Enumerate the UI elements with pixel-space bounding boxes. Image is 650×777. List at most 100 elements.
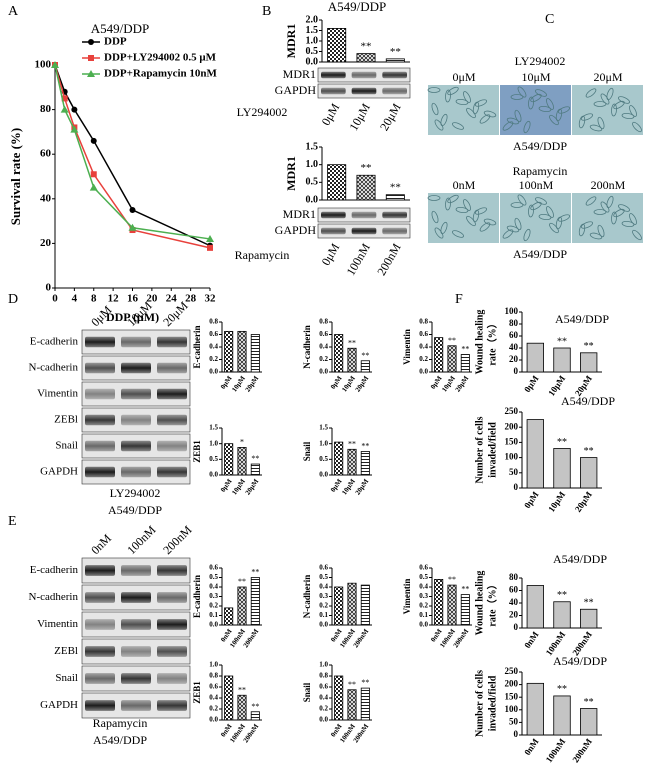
y-axis-label: E-cadherin <box>192 325 202 368</box>
blot-row-label: N-cadherin <box>29 591 79 603</box>
x-tick-label: 8 <box>91 293 97 305</box>
y-tick-label: 1.5 <box>319 424 328 432</box>
blot-band <box>121 336 151 348</box>
x-tick-label: 32 <box>205 293 217 305</box>
point <box>71 106 78 113</box>
cell <box>474 99 488 107</box>
y-tick-label: 1.0 <box>306 159 319 170</box>
bar <box>526 419 544 489</box>
cell <box>629 213 637 225</box>
bar <box>237 447 247 476</box>
blot-cell-line: A549/DDP <box>108 503 162 517</box>
y-tick-label: 0.1 <box>319 611 328 619</box>
y-tick-label: 1.0 <box>319 439 328 447</box>
y-tick-label: 200 <box>505 679 519 689</box>
y-tick-label: 0 <box>514 366 519 376</box>
y-tick-label: 80 <box>509 572 519 582</box>
blot-band <box>382 87 407 95</box>
cell <box>580 113 594 121</box>
y-tick-label: 0.0 <box>319 716 328 724</box>
bar <box>356 174 376 201</box>
image-column-label: 100nM <box>519 178 554 192</box>
cell <box>528 96 534 110</box>
significance-label: * <box>240 437 244 446</box>
blot-column-label: 0nM <box>88 531 114 557</box>
image-cell-line: A549/DDP <box>513 247 567 261</box>
y-tick-label: 0.6 <box>319 564 328 572</box>
panel-letter: F <box>455 292 463 307</box>
blot-treatment: LY294002 <box>237 105 288 119</box>
x-axis-label: DDP (μM) <box>106 310 159 324</box>
legend-label: DDP+LY294002 0.5 μM <box>104 52 217 64</box>
blot-band <box>157 440 187 452</box>
y-tick-label: 0.2 <box>319 705 328 713</box>
cell <box>463 199 471 211</box>
chart-title: A549/DDP <box>561 394 615 408</box>
blot-band <box>121 565 151 576</box>
significance-label: ** <box>251 568 259 577</box>
y-tick-label: 0.0 <box>419 368 428 376</box>
x-tick-label: 16 <box>127 293 139 305</box>
blot-row-label: Vimentin <box>37 388 78 400</box>
bar <box>360 687 370 721</box>
significance-label: ** <box>251 702 259 711</box>
y-tick-label: 0.2 <box>209 705 218 713</box>
cell <box>514 217 522 231</box>
y-axis-label: rate（%） <box>485 579 498 626</box>
cell <box>479 222 491 232</box>
y-tick-label: 0.6 <box>209 564 218 572</box>
y-tick-label: 0.0 <box>319 621 328 629</box>
bar <box>553 601 571 629</box>
significance-label: ** <box>448 575 456 584</box>
y-axis-label: ZEB1 <box>192 681 202 704</box>
cell <box>483 110 497 118</box>
y-axis-label: Snail <box>302 682 312 702</box>
y-tick-label: 0.5 <box>209 455 218 463</box>
y-tick-label: 60 <box>509 330 519 340</box>
bar <box>356 53 376 63</box>
cell <box>632 121 642 133</box>
y-tick-label: 0.4 <box>419 343 428 351</box>
cell <box>585 196 597 206</box>
blot-band <box>85 388 115 400</box>
y-tick-label: 0.6 <box>319 683 328 691</box>
blot-row-label: E-cadherin <box>30 336 79 348</box>
y-tick-label: 50 <box>509 467 519 477</box>
y-tick-label: 0.3 <box>419 592 428 600</box>
bar <box>327 164 347 201</box>
blot-band <box>121 466 151 478</box>
blot-row-label: GAPDH <box>40 466 78 478</box>
cell <box>538 105 552 113</box>
y-tick-label: 0.5 <box>419 573 428 581</box>
cell <box>613 208 625 218</box>
significance-label: ** <box>361 41 372 53</box>
y-tick-label: 100 <box>505 704 519 714</box>
bar <box>224 675 234 721</box>
bar <box>347 448 357 476</box>
bar <box>334 334 344 373</box>
point <box>61 95 68 102</box>
cell <box>546 206 554 218</box>
cell <box>452 230 464 238</box>
blot-column-label: 200nM <box>374 241 404 278</box>
blot-band <box>382 71 407 79</box>
y-axis-label: ZEB1 <box>192 440 202 463</box>
x-tick-label: 12 <box>108 293 120 305</box>
y-axis-label: Survival rate (%) <box>8 128 23 225</box>
point <box>89 183 98 191</box>
y-tick-label: 250 <box>505 666 519 676</box>
cell <box>629 105 637 117</box>
cell <box>479 114 491 124</box>
significance-label: ** <box>584 446 594 457</box>
y-tick-label: 0.2 <box>419 602 428 610</box>
y-axis-label: N-cadherin <box>302 575 312 619</box>
x-tick-label: 0nM <box>522 736 541 757</box>
image-column-label: 20μM <box>593 70 622 84</box>
cell <box>621 220 635 228</box>
y-tick-label: 0.8 <box>209 318 218 326</box>
cell <box>613 100 625 110</box>
y-tick-label: 0.0 <box>209 368 218 376</box>
y-tick-label: 100 <box>505 452 519 462</box>
y-tick-label: 0.6 <box>209 683 218 691</box>
